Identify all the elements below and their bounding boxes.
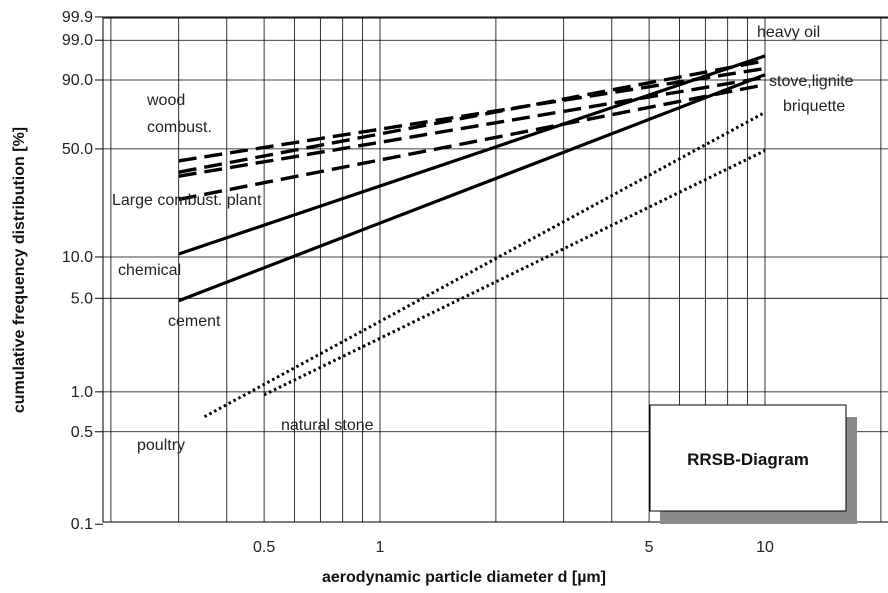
annotation-label: Large combust. plant xyxy=(112,192,262,209)
horizontal-grid xyxy=(103,16,888,433)
annotation-label: wood xyxy=(146,92,185,109)
annotation-label: combust. xyxy=(147,119,212,136)
plot-frame xyxy=(102,17,888,523)
series-line-4 xyxy=(178,59,766,174)
series-line-1 xyxy=(178,54,766,256)
annotation-label: briquette xyxy=(783,98,845,115)
x-axis-title: aerodynamic particle diameter d [µm] xyxy=(322,569,606,586)
rrsb-box: RRSB-Diagram xyxy=(649,404,857,524)
annotation-label: cement xyxy=(168,313,221,330)
y-tick-label: 0.1 xyxy=(71,516,93,533)
y-axis-title: cumulative frequency distribution [%] xyxy=(11,127,28,413)
annotation-label: stove,lignite xyxy=(769,73,854,90)
y-tick-label: 5.0 xyxy=(71,290,93,307)
x-tick-labels: 0.5 1 5 10 xyxy=(253,539,774,556)
series-line-6 xyxy=(178,83,766,202)
annotation-label: heavy oil xyxy=(757,24,820,41)
series-line-2 xyxy=(178,73,766,303)
x-tick-label: 0.5 xyxy=(253,539,275,556)
series-line-5 xyxy=(178,75,766,178)
annotation-label: chemical xyxy=(118,262,181,279)
y-tick-label: 90.0 xyxy=(62,72,93,89)
y-tick-labels: 99.9 99.0 90.0 50.0 10.0 5.0 1.0 0.5 0.1 xyxy=(62,9,103,533)
rrsb-box-panel xyxy=(649,404,847,512)
y-tick-label: 1.0 xyxy=(71,384,93,401)
series-line-3 xyxy=(178,66,766,163)
annotation-label: natural stone xyxy=(281,417,374,434)
y-tick-label: 50.0 xyxy=(62,141,93,158)
y-tick-label: 99.9 xyxy=(62,9,93,26)
x-tick-label: 5 xyxy=(645,539,654,556)
series-line-7 xyxy=(203,111,766,419)
rrsb-box-label: RRSB-Diagram xyxy=(687,450,809,469)
y-tick-label: 10.0 xyxy=(62,249,93,266)
x-tick-label: 10 xyxy=(756,539,774,556)
series-line-8 xyxy=(263,149,766,397)
x-tick-label: 1 xyxy=(376,539,385,556)
series-layer xyxy=(178,54,766,419)
y-tick-label: 0.5 xyxy=(71,424,93,441)
y-tick-label: 99.0 xyxy=(62,32,93,49)
annotations: heavy oil stove,lignite briquette wood combu… xyxy=(112,24,854,454)
annotation-label: poultry xyxy=(137,437,185,454)
